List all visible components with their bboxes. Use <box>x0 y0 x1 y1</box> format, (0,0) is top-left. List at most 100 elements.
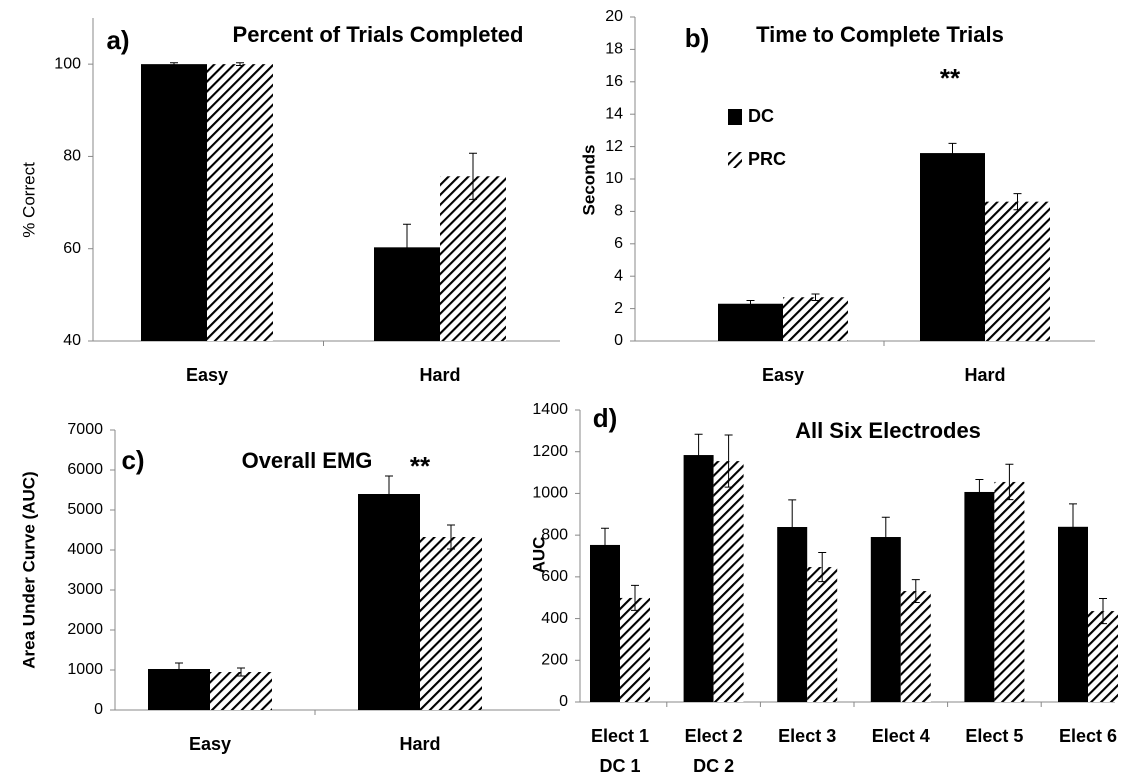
x-tick-label: Elect 4 <box>872 726 930 746</box>
y-tick-label: 2000 <box>67 621 103 638</box>
y-tick-label: 60 <box>63 240 81 257</box>
error-bar <box>601 527 609 563</box>
y-axis-label: Seconds <box>579 145 598 216</box>
x-tick-label: Hard <box>419 365 460 385</box>
x-tick-label: Elect 2 <box>685 726 743 746</box>
y-tick-label: 600 <box>541 568 568 585</box>
y-axis-label: Area Under Curve (AUC) <box>19 471 38 668</box>
bar <box>207 64 273 342</box>
bar <box>1058 526 1088 702</box>
x-tick-label: Hard <box>964 365 1005 385</box>
panel-label: a) <box>106 25 129 55</box>
error-bar <box>975 478 984 505</box>
y-tick-label: 5000 <box>67 501 103 518</box>
error-bar <box>385 475 393 513</box>
bar <box>590 544 620 702</box>
y-tick-label: 18 <box>605 41 623 58</box>
error-bar <box>746 300 755 308</box>
bar <box>994 481 1025 702</box>
y-tick-label: 12 <box>605 138 623 155</box>
y-tick-label: 80 <box>63 148 81 165</box>
x-tick-label: Easy <box>762 365 804 385</box>
y-tick-label: 6 <box>614 235 623 252</box>
bar <box>920 153 985 341</box>
legend-swatch <box>728 152 742 168</box>
y-tick-label: 800 <box>541 526 568 543</box>
annotation: ** <box>940 63 961 93</box>
error-bar <box>1013 193 1022 211</box>
y-axis-label: % Correct <box>19 162 38 238</box>
y-tick-label: 2 <box>614 300 623 317</box>
error-bar <box>170 62 178 67</box>
error-bar <box>469 152 477 200</box>
bar <box>620 597 650 702</box>
bar <box>985 201 1050 341</box>
y-tick-label: 10 <box>605 170 623 187</box>
bar <box>141 64 207 342</box>
bar <box>807 567 838 702</box>
legend-swatch <box>728 109 742 125</box>
panel-label: d) <box>593 403 618 433</box>
x-tick-label: Hard <box>399 734 440 754</box>
y-tick-label: 1000 <box>532 485 568 502</box>
x-tick-label: Elect 3 <box>778 726 836 746</box>
bar <box>1088 611 1118 702</box>
chart-title: Overall EMG <box>242 448 373 473</box>
y-tick-label: 0 <box>614 332 623 349</box>
error-bar <box>447 524 455 550</box>
error-bar <box>1069 503 1077 551</box>
bar <box>440 176 506 341</box>
legend-label: DC <box>748 106 774 126</box>
bar <box>964 491 995 702</box>
bar <box>210 672 272 710</box>
error-bar <box>1005 463 1014 501</box>
panel-label: b) <box>685 23 710 53</box>
y-tick-label: 1200 <box>532 443 568 460</box>
legend-label: PRC <box>748 149 786 169</box>
y-tick-label: 200 <box>541 652 568 669</box>
chart-title: Time to Complete Trials <box>756 22 1004 47</box>
bar <box>718 303 783 341</box>
x-tick-label: Elect 5 <box>965 726 1023 746</box>
error-bar <box>788 499 797 555</box>
error-bar <box>881 516 890 558</box>
error-bar <box>911 579 920 604</box>
bar <box>148 669 210 710</box>
y-tick-label: 0 <box>559 693 568 710</box>
y-tick-label: 7000 <box>67 421 103 438</box>
error-bar <box>237 667 245 677</box>
chart-title: All Six Electrodes <box>795 418 981 443</box>
error-bar <box>236 62 244 67</box>
y-tick-label: 40 <box>63 332 81 349</box>
y-tick-label: 400 <box>541 610 568 627</box>
y-tick-label: 8 <box>614 203 623 220</box>
y-tick-label: 6000 <box>67 461 103 478</box>
y-tick-label: 4 <box>614 267 623 284</box>
y-tick-label: 3000 <box>67 581 103 598</box>
x-tick-label: Elect 6 <box>1059 726 1117 746</box>
error-bar <box>403 223 411 271</box>
bar <box>713 461 744 702</box>
y-tick-label: 4000 <box>67 541 103 558</box>
error-bar <box>175 662 183 676</box>
y-tick-label: 1400 <box>532 401 568 418</box>
error-bar <box>724 434 733 488</box>
y-tick-label: 0 <box>94 701 103 718</box>
bar <box>358 494 420 710</box>
bar <box>420 537 482 710</box>
error-bar <box>631 584 639 611</box>
bar <box>683 455 714 702</box>
x-tick-label: Easy <box>189 734 231 754</box>
error-bar <box>818 551 827 583</box>
x-tick-label: Elect 1 <box>591 726 649 746</box>
y-tick-label: 14 <box>605 105 623 122</box>
y-tick-label: 20 <box>605 8 623 25</box>
chart-title: Percent of Trials Completed <box>233 22 524 47</box>
y-tick-label: 16 <box>605 73 623 90</box>
error-bar <box>1099 598 1107 625</box>
error-bar <box>811 293 820 301</box>
error-bar <box>694 433 703 477</box>
y-axis-label: AUC <box>529 537 548 574</box>
bar <box>777 527 808 702</box>
